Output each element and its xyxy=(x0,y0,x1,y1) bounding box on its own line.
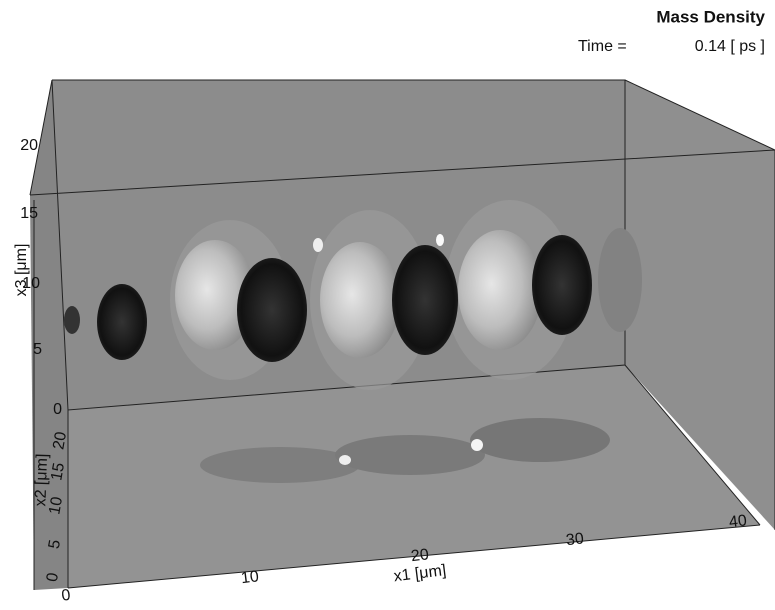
shadow xyxy=(335,435,485,475)
time-value: 0.14 [ ps ] xyxy=(695,38,765,55)
x1-tick-label: 40 xyxy=(728,512,748,531)
x3-tick-label: 0 xyxy=(53,401,62,418)
page: {"header": {"title": "Mass Density", "ti… xyxy=(0,0,775,605)
dark-core xyxy=(392,245,458,355)
visualization: Mass Density Time = 0.14 [ ps ] x3 [μm] … xyxy=(0,0,775,605)
bright-cap xyxy=(320,242,400,358)
dark-core xyxy=(64,306,80,334)
x2-tick-label: 10 xyxy=(46,495,66,516)
x2-tick-label: 20 xyxy=(50,430,70,451)
dark-core xyxy=(237,258,307,362)
x1-tick-label: 20 xyxy=(410,546,430,565)
title: Mass Density xyxy=(656,7,765,26)
x3-tick-label: 5 xyxy=(33,341,42,358)
dark-core xyxy=(532,235,592,335)
dark-core xyxy=(97,284,147,360)
highlight xyxy=(339,455,351,465)
highlight xyxy=(471,439,483,451)
shadow xyxy=(470,418,610,462)
x1-tick-label: 0 xyxy=(61,587,72,605)
x1-axis-label: x1 [μm] xyxy=(393,562,447,585)
highlight xyxy=(436,234,444,246)
x3-tick-label: 10 xyxy=(22,275,40,292)
bright-cap xyxy=(458,230,542,350)
time-label: Time = xyxy=(578,38,627,55)
x3-tick-label: 20 xyxy=(20,137,38,154)
x1-tick-label: 10 xyxy=(240,568,260,587)
x1-tick-label: 30 xyxy=(565,530,585,549)
x3-tick-label: 15 xyxy=(20,205,38,222)
halo xyxy=(598,228,642,332)
x2-tick-label: 15 xyxy=(48,461,68,482)
highlight xyxy=(313,238,323,252)
